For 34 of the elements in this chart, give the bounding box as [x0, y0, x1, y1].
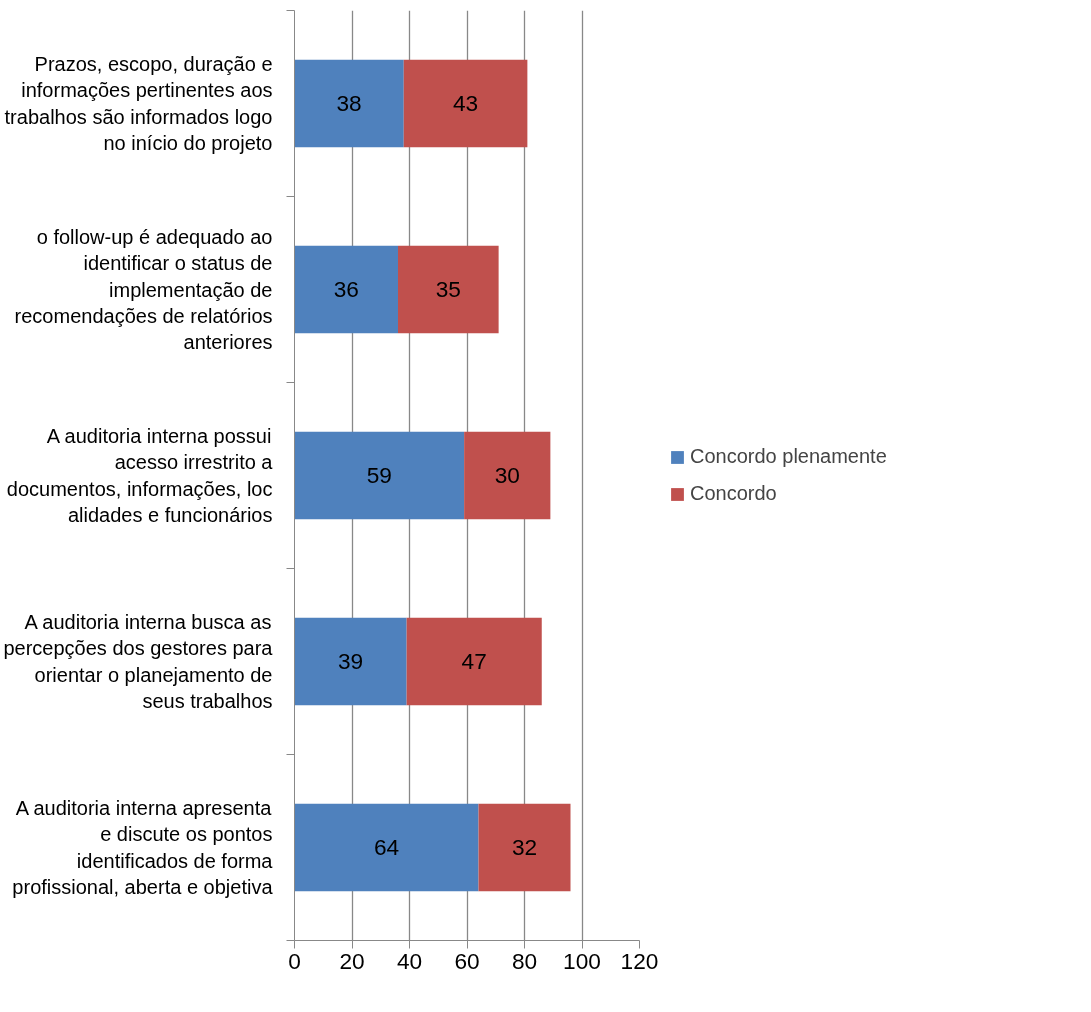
data-label: 32 — [511, 834, 538, 860]
y-tick-label: A auditoria interna possui acesso irrestrito a documentos, informações, loc alidades e funcionários — [6, 424, 274, 527]
x-tick-label: 0 — [288, 947, 301, 974]
y-tick-label: o follow-up é adequado ao identificar o status de implementação de recomendações de relatórios anteriores — [14, 225, 273, 354]
bar — [478, 803, 571, 892]
bar — [464, 431, 551, 520]
bar — [294, 59, 404, 148]
x-tick-label: 120 — [620, 947, 659, 974]
x-tick-label: 20 — [339, 947, 365, 974]
data-label: 43 — [452, 90, 479, 116]
bar — [294, 617, 407, 706]
data-label: 59 — [366, 462, 392, 488]
bar — [294, 431, 465, 520]
bar — [398, 245, 499, 334]
x-tick-label: 40 — [396, 947, 423, 974]
data-label: 47 — [461, 648, 487, 674]
y-tick-label: Prazos, escopo, duração e informações pertinentes aos trabalhos são informados logo no início do projeto — [4, 52, 273, 155]
y-tick-label: A auditoria interna busca as percepções dos gestores para orientar o planejamento de seus trabalhos — [3, 610, 274, 713]
legend-label: Concordo plenamente — [690, 445, 887, 468]
data-label: 39 — [337, 648, 364, 674]
data-label: 36 — [333, 276, 359, 302]
y-tick-label: A auditoria interna apresenta e discute os pontos identificados de forma profissional, aberta e objetiva — [12, 796, 274, 899]
x-tick-label: 100 — [563, 947, 601, 974]
x-tick-label: 60 — [454, 947, 480, 974]
data-label: 64 — [373, 834, 400, 860]
data-label: 35 — [435, 276, 461, 302]
x-tick-label: 80 — [511, 947, 538, 974]
data-label: 38 — [336, 90, 362, 116]
bar — [294, 245, 398, 334]
data-label: 30 — [494, 462, 520, 488]
bar — [294, 803, 479, 892]
legend-label: Concordo — [690, 482, 777, 505]
bar — [406, 617, 542, 706]
bar — [403, 59, 528, 148]
